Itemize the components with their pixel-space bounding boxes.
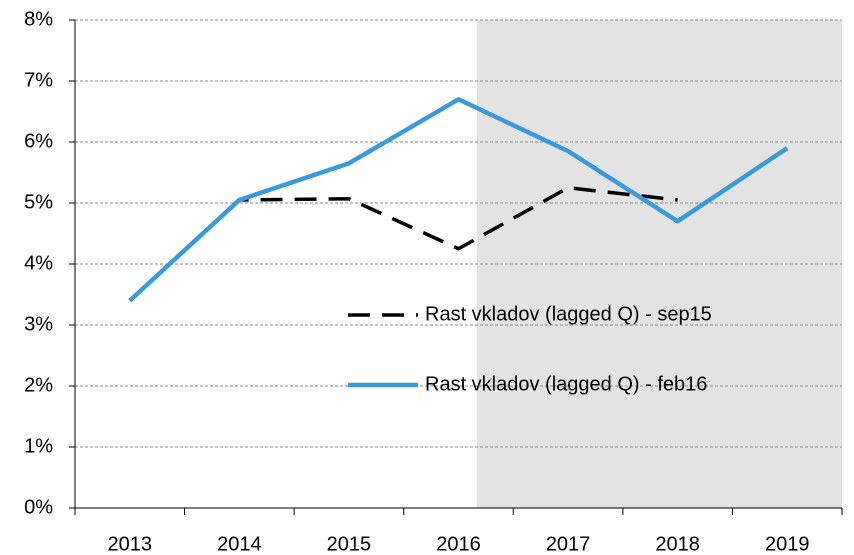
y-tick-label: 7% (24, 69, 53, 91)
y-tick-label: 1% (24, 435, 53, 457)
x-tick-label: 2013 (108, 533, 153, 555)
y-tick-label: 6% (24, 130, 53, 152)
x-tick-label: 2017 (546, 533, 591, 555)
y-tick-label: 8% (24, 8, 53, 30)
legend-label: Rast vkladov (lagged Q) - sep15 (425, 303, 712, 325)
x-tick-label: 2014 (217, 533, 262, 555)
y-tick-label: 5% (24, 191, 53, 213)
y-tick-label: 4% (24, 252, 53, 274)
y-tick-label: 0% (24, 496, 53, 518)
y-tick-label: 3% (24, 313, 53, 335)
x-tick-label: 2016 (436, 533, 481, 555)
series-line (128, 97, 789, 303)
y-tick-label: 2% (24, 374, 53, 396)
x-tick-label: 2019 (765, 533, 810, 555)
x-tick-label: 2018 (655, 533, 700, 555)
x-tick-label: 2015 (327, 533, 372, 555)
legend-label: Rast vkladov (lagged Q) - feb16 (425, 373, 707, 395)
